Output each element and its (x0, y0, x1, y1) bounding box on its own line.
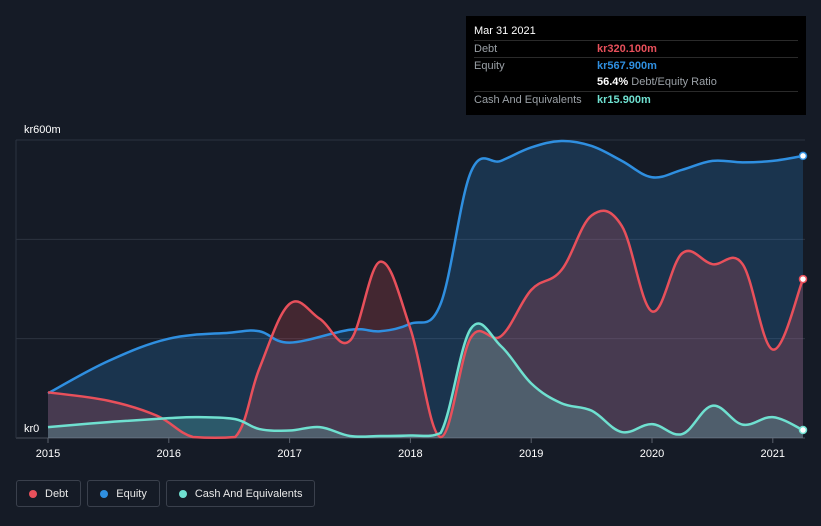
marker-debt (798, 274, 808, 284)
tooltip-date: Mar 31 2021 (474, 25, 536, 37)
tooltip-cash-label: Cash And Equivalents (474, 94, 582, 106)
x-tick-label-2018: 2018 (398, 448, 422, 460)
tooltip-cash-row: Cash And Equivalents kr15.900m (474, 91, 798, 108)
marker-equity (798, 151, 808, 161)
tooltip-ratio-label: Debt/Equity Ratio (631, 76, 717, 88)
line-cash-and-equivalents (47, 322, 804, 438)
marker-cash-and-equivalents (798, 425, 808, 435)
legend-label-equity: Equity (116, 487, 147, 500)
legend-item-debt[interactable]: Debt (16, 480, 82, 507)
x-tick-label-2017: 2017 (277, 448, 301, 460)
tooltip-debt-value: kr320.100m (597, 43, 657, 55)
tooltip-debt-label: Debt (474, 43, 498, 55)
line-equity (47, 139, 804, 395)
equity-dot-icon (100, 489, 109, 498)
end-markers (798, 151, 808, 435)
tooltip-debt-row: Debt kr320.100m (474, 40, 798, 57)
y-tick-label-zero: kr0 (24, 423, 39, 435)
tooltip-equity-row: Equity kr567.900m (474, 57, 798, 74)
tooltip-equity-value: kr567.900m (597, 60, 657, 72)
legend: Debt Equity Cash And Equivalents (16, 480, 316, 507)
x-tick-label-2020: 2020 (640, 448, 664, 460)
area-debt (48, 210, 803, 438)
x-tick-label-2019: 2019 (519, 448, 543, 460)
x-axis: 2015 2016 2017 2018 2019 2020 2021 (36, 438, 785, 460)
line-debt (47, 209, 805, 440)
tooltip-equity-label: Equity (474, 60, 505, 72)
area-cash-and-equivalents (48, 323, 803, 438)
tooltip-ratio-row: 56.4% Debt/Equity Ratio (474, 74, 798, 91)
x-tick-label-2021: 2021 (761, 448, 785, 460)
tooltip-cash-value: kr15.900m (597, 94, 651, 106)
x-tick-label-2015: 2015 (36, 448, 60, 460)
y-tick-label-max: kr600m (24, 124, 61, 136)
x-tick-label-2016: 2016 (157, 448, 181, 460)
debt-dot-icon (29, 489, 37, 498)
tooltip: Mar 31 2021 Debt kr320.100m Equity kr567… (466, 16, 806, 115)
legend-item-cash[interactable]: Cash And Equivalents (165, 480, 316, 507)
legend-label-cash: Cash And Equivalents (194, 487, 303, 500)
tooltip-ratio-value: 56.4% (597, 76, 629, 88)
legend-label-debt: Debt (45, 487, 69, 500)
cash-dot-icon (178, 489, 187, 498)
series-lines (47, 139, 805, 440)
legend-item-equity[interactable]: Equity (87, 480, 160, 507)
